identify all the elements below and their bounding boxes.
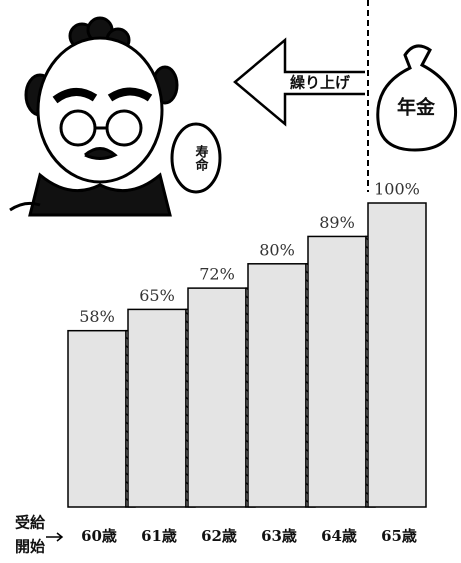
- money-bag: [376, 44, 458, 152]
- arrow: [233, 37, 365, 127]
- bar: [127, 308, 187, 508]
- x-tick-label: 61歳: [141, 527, 177, 545]
- value-label: 65%: [139, 286, 175, 305]
- value-label: 100%: [374, 180, 420, 199]
- value-label: 72%: [199, 265, 235, 284]
- bar: [247, 263, 307, 508]
- value-label: 58%: [79, 307, 115, 326]
- bubble-text: 寿命: [193, 144, 210, 172]
- x-tick-label: 65歳: [381, 527, 417, 545]
- x-tick-label: 62歳: [201, 527, 237, 545]
- illustration: [9, 16, 222, 217]
- bag-text: 年金: [397, 96, 436, 119]
- x-arrow: [46, 532, 64, 542]
- value-label: 89%: [319, 213, 355, 232]
- bar: [67, 329, 127, 508]
- x-tick-label: 63歳: [261, 527, 297, 545]
- x-label: 受給: [15, 514, 46, 532]
- value-label: 80%: [259, 240, 295, 259]
- bar: [307, 235, 367, 508]
- x-tick-label: 60歳: [81, 527, 117, 545]
- bar: [367, 202, 427, 508]
- x-label: 開始: [15, 538, 45, 556]
- x-tick-label: 64歳: [321, 527, 357, 545]
- bar: [187, 287, 247, 508]
- arrow-text: 繰り上げ: [290, 74, 351, 92]
